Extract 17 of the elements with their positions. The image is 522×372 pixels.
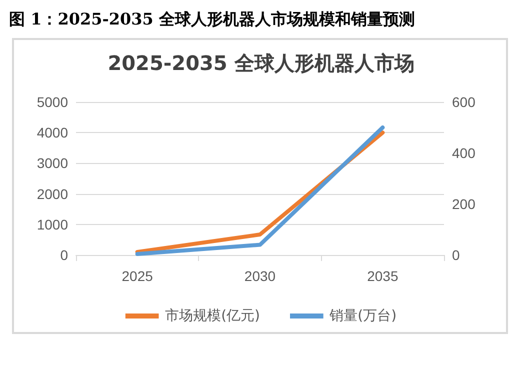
y-tick-label: 3000 — [36, 155, 68, 172]
y2-tick-label: 0 — [452, 247, 460, 263]
y2-tick-label: 200 — [452, 196, 476, 212]
y-tick-label: 2000 — [36, 186, 68, 202]
y-tick-label: 4000 — [36, 124, 68, 141]
chart-subtitle: 2025-2035 全球人形机器人市场 — [108, 51, 414, 75]
y2-tick-label: 600 — [452, 94, 476, 110]
y-tick-label: 5000 — [36, 94, 68, 110]
y-tick-label: 1000 — [36, 216, 68, 232]
x-tick-label: 2035 — [367, 268, 398, 284]
x-tick-label: 2025 — [122, 268, 154, 284]
y2-tick-label: 400 — [452, 145, 476, 161]
legend-label: 市场规模(亿元) — [165, 308, 260, 324]
y-tick-label: 0 — [60, 247, 68, 263]
legend-label: 销量(万台) — [328, 308, 397, 324]
chart-title: 图 1：2025-2035 全球人形机器人市场规模和销量预测 — [9, 10, 415, 28]
x-tick-label: 2030 — [244, 268, 276, 284]
